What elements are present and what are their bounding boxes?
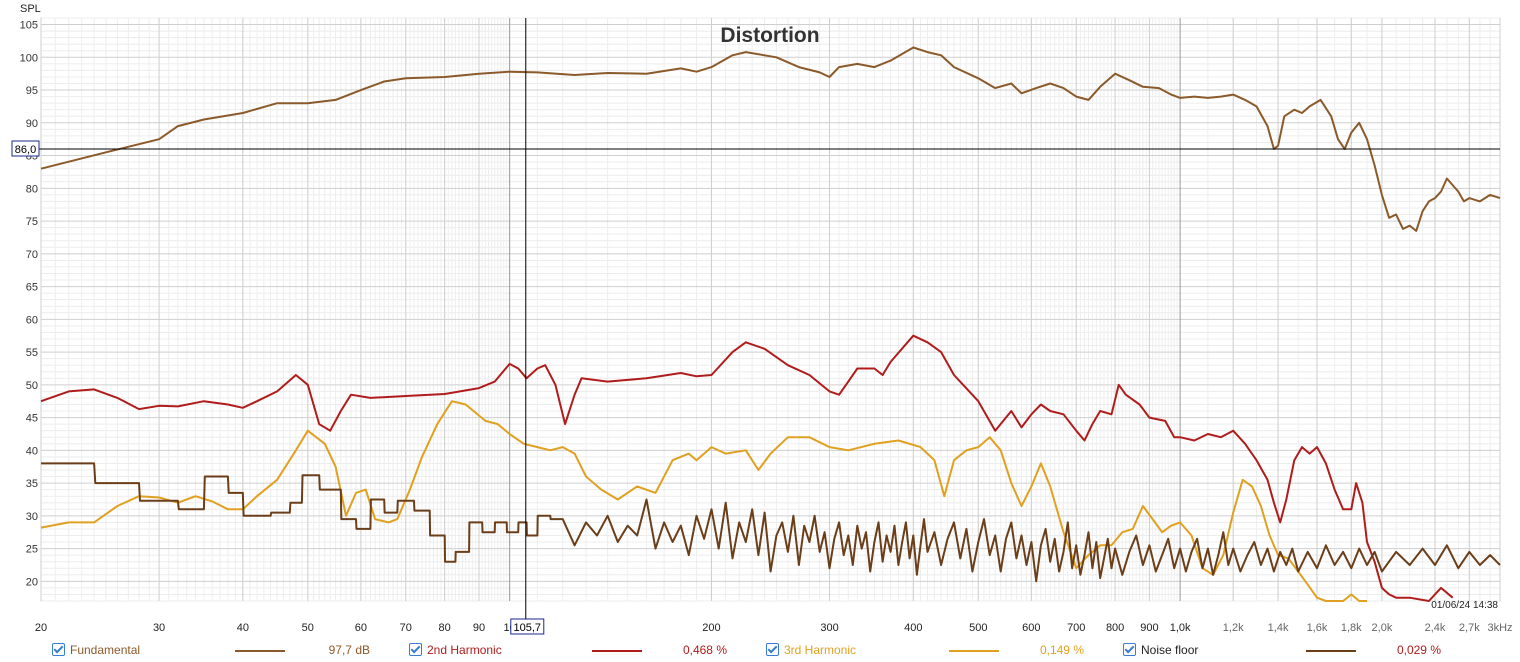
y-tick-label: 60 [26, 314, 38, 326]
y-tick-label: 25 [26, 544, 38, 556]
y-tick-label: 105 [20, 20, 38, 32]
fundamental-checkbox[interactable] [52, 643, 65, 656]
cursor-y-box [11, 140, 40, 157]
x-tick-label: 2,4k [1425, 622, 1446, 634]
chart-title: Distortion [720, 24, 819, 47]
legend-2nd-harmonic: 2nd Harmonic 0,468 % [409, 640, 749, 660]
x-tick-label: 500 [969, 622, 987, 634]
2nd-harmonic-value: 0,468 % [682, 643, 727, 657]
2nd-harmonic-swatch [592, 650, 642, 652]
x-tick-label: 2,0k [1372, 622, 1393, 634]
3rd-harmonic-swatch [949, 650, 999, 652]
series-line-noise-floor [41, 462, 1501, 583]
cursor-x-box [510, 618, 545, 635]
2nd-harmonic-label: 2nd Harmonic [427, 643, 502, 657]
legend-fundamental: Fundamental 97,7 dB [52, 640, 392, 660]
x-tick-label: 40 [237, 622, 249, 634]
noise-floor-checkbox[interactable] [1123, 643, 1136, 656]
2nd-harmonic-checkbox[interactable] [409, 643, 422, 656]
x-tick-label: 900 [1140, 622, 1158, 634]
y-tick-label: 65 [26, 282, 38, 294]
y-tick-label: 45 [26, 413, 38, 425]
cursor-x-label: 105,7 [514, 622, 542, 634]
x-tick-label: 1,4k [1268, 622, 1289, 634]
x-tick-label: 70 [400, 622, 412, 634]
x-tick-label: 200 [702, 622, 720, 634]
y-tick-label: 70 [26, 249, 38, 261]
x-tick-label: 400 [904, 622, 922, 634]
legend-noise-floor: Noise floor 0,029 % [1123, 640, 1463, 660]
x-tick-label: 20 [35, 622, 47, 634]
x-tick-label: 30 [153, 622, 165, 634]
x-tick-label: 60 [355, 622, 367, 634]
cursor-y-label: 86,0 [15, 144, 36, 156]
x-tick-label: 600 [1022, 622, 1040, 634]
y-tick-label: 40 [26, 445, 38, 457]
x-tick-label: 2,7k [1459, 622, 1480, 634]
y-tick-label: 75 [26, 216, 38, 228]
y-tick-label: 20 [26, 576, 38, 588]
y-tick-label: 35 [26, 478, 38, 490]
series-line-fundamental [40, 46, 1501, 232]
legend-3rd-harmonic: 3rd Harmonic 0,149 % [766, 640, 1106, 660]
noise-floor-label: Noise floor [1141, 643, 1199, 657]
y-tick-label: 80 [26, 183, 38, 195]
fundamental-label: Fundamental [70, 643, 141, 657]
3rd-harmonic-value: 0,149 % [1039, 643, 1084, 657]
plot-area [40, 17, 1501, 602]
y-tick-label: 100 [20, 52, 38, 64]
noise-floor-value: 0,029 % [1396, 643, 1441, 657]
3rd-harmonic-checkbox[interactable] [766, 643, 779, 656]
x-tick-label: 1,0k [1170, 622, 1191, 634]
x-tick-label: 300 [820, 622, 838, 634]
series-line-3rd-harmonic [40, 400, 1367, 602]
series-line-2nd-harmonic [40, 334, 1454, 602]
y-tick-label: 90 [26, 118, 38, 130]
y-tick-label: 55 [26, 347, 38, 359]
fundamental-swatch [235, 650, 285, 652]
x-tick-label: 90 [473, 622, 485, 634]
x-tick-label: 1,2k [1223, 622, 1244, 634]
y-tick-label: 30 [26, 511, 38, 523]
fundamental-value: 97,7 dB [328, 643, 370, 657]
x-tick-label: 50 [302, 622, 314, 634]
x-tick-label: 700 [1067, 622, 1085, 634]
x-tick-label: 3kHz [1487, 622, 1512, 634]
x-tick-label: 800 [1106, 622, 1124, 634]
3rd-harmonic-label: 3rd Harmonic [784, 643, 857, 657]
x-tick-label: 80 [439, 622, 451, 634]
y-axis-label: SPL [20, 3, 41, 15]
y-tick-label: 50 [26, 380, 38, 392]
y-tick-label: 95 [26, 85, 38, 97]
x-tick-label: 1,8k [1341, 622, 1362, 634]
noise-floor-swatch [1306, 650, 1356, 652]
x-tick-label: 1,6k [1307, 622, 1328, 634]
timestamp: 01/06/24 14:38 [1431, 600, 1498, 611]
